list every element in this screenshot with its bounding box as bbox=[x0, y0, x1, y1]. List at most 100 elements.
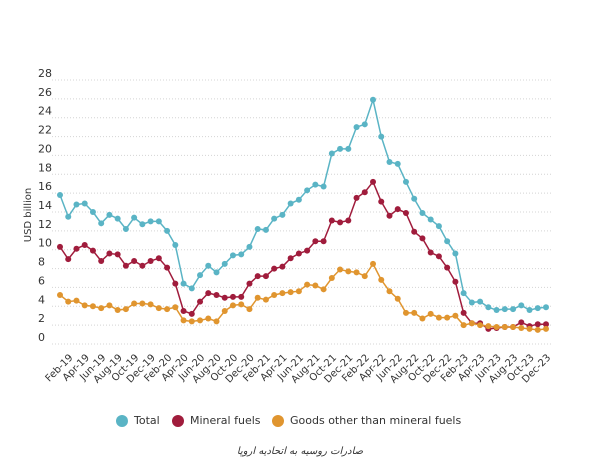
data-point bbox=[205, 315, 212, 322]
series-line bbox=[59, 262, 547, 331]
data-point bbox=[543, 325, 549, 332]
series-line bbox=[59, 180, 546, 330]
data-point bbox=[147, 301, 154, 308]
data-point bbox=[246, 243, 253, 250]
data-point bbox=[444, 264, 451, 271]
data-point bbox=[312, 282, 319, 289]
data-point bbox=[98, 305, 105, 312]
data-point bbox=[147, 218, 154, 225]
data-point bbox=[81, 200, 88, 207]
data-point bbox=[518, 319, 525, 326]
data-point bbox=[328, 217, 335, 224]
data-point bbox=[57, 291, 63, 298]
data-point bbox=[73, 245, 80, 252]
data-point bbox=[328, 150, 335, 157]
data-point bbox=[444, 314, 451, 321]
data-point bbox=[361, 273, 368, 280]
data-point bbox=[139, 221, 146, 228]
data-point bbox=[221, 260, 228, 267]
data-point bbox=[73, 201, 80, 208]
y-tick-label: 28 bbox=[38, 67, 52, 80]
data-point bbox=[295, 196, 302, 203]
data-point bbox=[427, 249, 434, 256]
data-point bbox=[164, 227, 171, 234]
data-point bbox=[254, 294, 261, 301]
legend-marker bbox=[172, 415, 184, 427]
legend-label: Mineral fuels bbox=[190, 414, 261, 427]
data-point bbox=[155, 255, 162, 262]
data-point bbox=[106, 250, 113, 257]
y-tick-label: 18 bbox=[38, 161, 52, 174]
data-point bbox=[57, 243, 63, 250]
data-point bbox=[271, 265, 278, 272]
data-point bbox=[452, 250, 459, 257]
data-point bbox=[254, 273, 261, 280]
data-point bbox=[468, 320, 475, 327]
data-point bbox=[262, 296, 269, 303]
data-point bbox=[419, 209, 426, 216]
data-point bbox=[526, 307, 533, 314]
data-point bbox=[114, 307, 121, 314]
data-point bbox=[534, 321, 541, 328]
data-point bbox=[213, 318, 220, 325]
data-point bbox=[345, 217, 352, 224]
data-point bbox=[106, 302, 113, 309]
data-point bbox=[534, 326, 541, 333]
data-point bbox=[139, 262, 146, 269]
series-line bbox=[59, 97, 547, 311]
data-point bbox=[147, 258, 154, 265]
data-point bbox=[81, 242, 88, 248]
data-point bbox=[172, 280, 179, 287]
data-point bbox=[501, 306, 508, 313]
data-point bbox=[180, 317, 187, 324]
data-point bbox=[304, 281, 311, 288]
data-point bbox=[312, 181, 319, 188]
data-point bbox=[394, 295, 401, 302]
data-point bbox=[131, 300, 138, 307]
data-point bbox=[164, 264, 171, 271]
y-tick-label: 8 bbox=[38, 256, 45, 269]
data-point bbox=[254, 225, 261, 232]
caption: صادرات روسیه به اتحادیه اروپا bbox=[237, 446, 364, 457]
data-point bbox=[501, 324, 508, 331]
data-point bbox=[131, 214, 138, 221]
data-point bbox=[427, 216, 434, 223]
data-point bbox=[411, 309, 418, 316]
data-point bbox=[337, 266, 344, 273]
data-point bbox=[246, 280, 253, 287]
data-point bbox=[353, 194, 360, 201]
data-point bbox=[312, 238, 319, 245]
data-point bbox=[155, 218, 162, 225]
data-point bbox=[386, 212, 393, 219]
data-point bbox=[197, 272, 204, 279]
data-point bbox=[114, 251, 121, 258]
data-point bbox=[57, 192, 63, 199]
data-point bbox=[361, 121, 368, 128]
data-point bbox=[444, 238, 451, 245]
y-tick-label: 6 bbox=[38, 274, 45, 287]
data-point bbox=[477, 322, 484, 329]
legend-marker bbox=[116, 415, 128, 427]
data-point bbox=[394, 206, 401, 213]
data-point bbox=[526, 325, 533, 332]
data-point bbox=[370, 178, 377, 185]
data-point bbox=[353, 124, 360, 131]
data-point bbox=[73, 297, 80, 304]
data-point bbox=[122, 262, 129, 269]
data-point bbox=[460, 290, 467, 297]
data-point bbox=[188, 310, 195, 317]
data-point bbox=[485, 304, 492, 311]
data-point bbox=[386, 159, 393, 166]
data-point bbox=[197, 298, 204, 305]
data-point bbox=[122, 225, 129, 232]
data-point bbox=[164, 306, 171, 313]
data-point bbox=[493, 307, 500, 314]
data-point bbox=[81, 302, 88, 309]
data-point bbox=[510, 324, 517, 331]
data-point bbox=[172, 242, 179, 248]
data-point bbox=[172, 304, 179, 311]
data-point bbox=[271, 291, 278, 298]
data-point bbox=[238, 251, 245, 258]
data-point bbox=[402, 178, 409, 185]
